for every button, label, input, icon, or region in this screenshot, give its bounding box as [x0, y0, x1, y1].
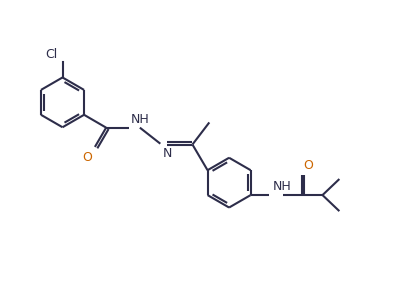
Text: O: O	[303, 159, 313, 172]
Text: NH: NH	[272, 180, 291, 194]
Text: N: N	[162, 147, 172, 160]
Text: O: O	[83, 151, 92, 164]
Text: NH: NH	[131, 113, 150, 126]
Text: Cl: Cl	[45, 48, 57, 61]
